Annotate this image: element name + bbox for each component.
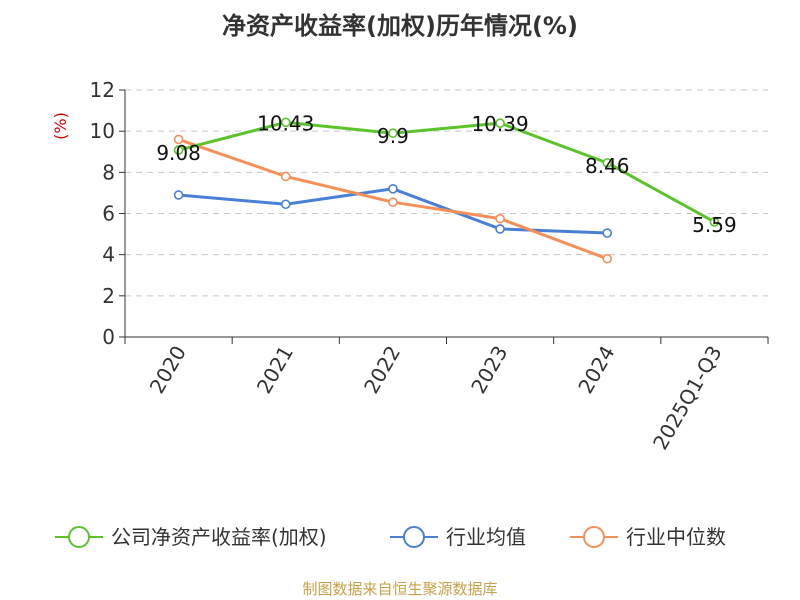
data-point — [280, 171, 291, 182]
data-label: 9.08 — [156, 141, 201, 165]
x-tick-label: 2025Q1-Q3 — [648, 342, 727, 454]
data-point — [602, 253, 613, 264]
chart-title: 净资产收益率(加权)历年情况(%) — [222, 12, 578, 40]
data-point — [602, 158, 613, 168]
y-tick-label: 12 — [90, 78, 115, 102]
x-tick-label: 2023 — [466, 342, 512, 398]
source-note: 制图数据来自恒生聚源数据库 — [302, 580, 497, 598]
legend-item[interactable]: 行业中位数 — [570, 525, 726, 549]
data-point — [495, 213, 505, 224]
data-point — [280, 199, 291, 210]
legend-label: 行业中位数 — [626, 525, 726, 549]
data-point — [602, 228, 613, 238]
data-point — [280, 117, 291, 128]
x-tick-label: 2022 — [359, 342, 405, 398]
data-point — [173, 145, 184, 155]
data-point — [495, 224, 505, 234]
legend-item[interactable]: 公司净资产收益率(加权) — [55, 525, 327, 549]
y-tick-label: 2 — [102, 284, 115, 308]
axes: 0 2 4 6 8 10 12 2020 2021 2022 2023 2024 2025Q1-Q3 — [90, 78, 769, 454]
y-tick-label: 8 — [102, 160, 115, 184]
data-labels: 9.08 10.43 9.9 10.39 8.46 5.59 — [156, 111, 736, 237]
data-point — [388, 197, 398, 207]
series-1 — [173, 184, 613, 238]
data-point — [388, 184, 398, 194]
y-tick-label: 10 — [90, 119, 115, 143]
series-0 — [173, 117, 720, 227]
data-label: 10.43 — [257, 111, 314, 135]
legend-label: 行业均值 — [446, 525, 526, 549]
data-point — [709, 217, 720, 227]
y-tick-label: 6 — [102, 202, 115, 226]
data-label: 9.9 — [377, 124, 409, 148]
legend-marker-icon — [583, 526, 605, 548]
y-axis-unit-label: (%) — [51, 112, 70, 140]
legend-label: 公司净资产收益率(加权) — [111, 525, 327, 549]
data-point — [495, 118, 505, 128]
legend-marker-icon — [403, 526, 425, 548]
y-tick-label: 4 — [102, 243, 115, 267]
legend-item[interactable]: 行业均值 — [390, 525, 526, 549]
data-label: 8.46 — [585, 154, 630, 178]
series-layer — [173, 117, 720, 264]
series-2 — [173, 134, 613, 264]
series-line — [178, 187, 608, 235]
x-tick-label: 2024 — [573, 342, 619, 398]
data-point — [173, 134, 184, 145]
series-line — [178, 120, 716, 224]
x-tick-label: 2021 — [252, 342, 298, 398]
data-label: 5.59 — [692, 213, 737, 237]
data-point — [173, 190, 184, 200]
data-label: 10.39 — [471, 112, 528, 136]
legend-marker-icon — [68, 526, 90, 548]
legend: 公司净资产收益率(加权) 行业均值 行业中位数 — [55, 525, 726, 549]
x-tick-label: 2020 — [145, 342, 191, 398]
grid-lines — [125, 89, 768, 297]
data-point — [388, 128, 398, 139]
y-tick-label: 0 — [102, 325, 115, 349]
